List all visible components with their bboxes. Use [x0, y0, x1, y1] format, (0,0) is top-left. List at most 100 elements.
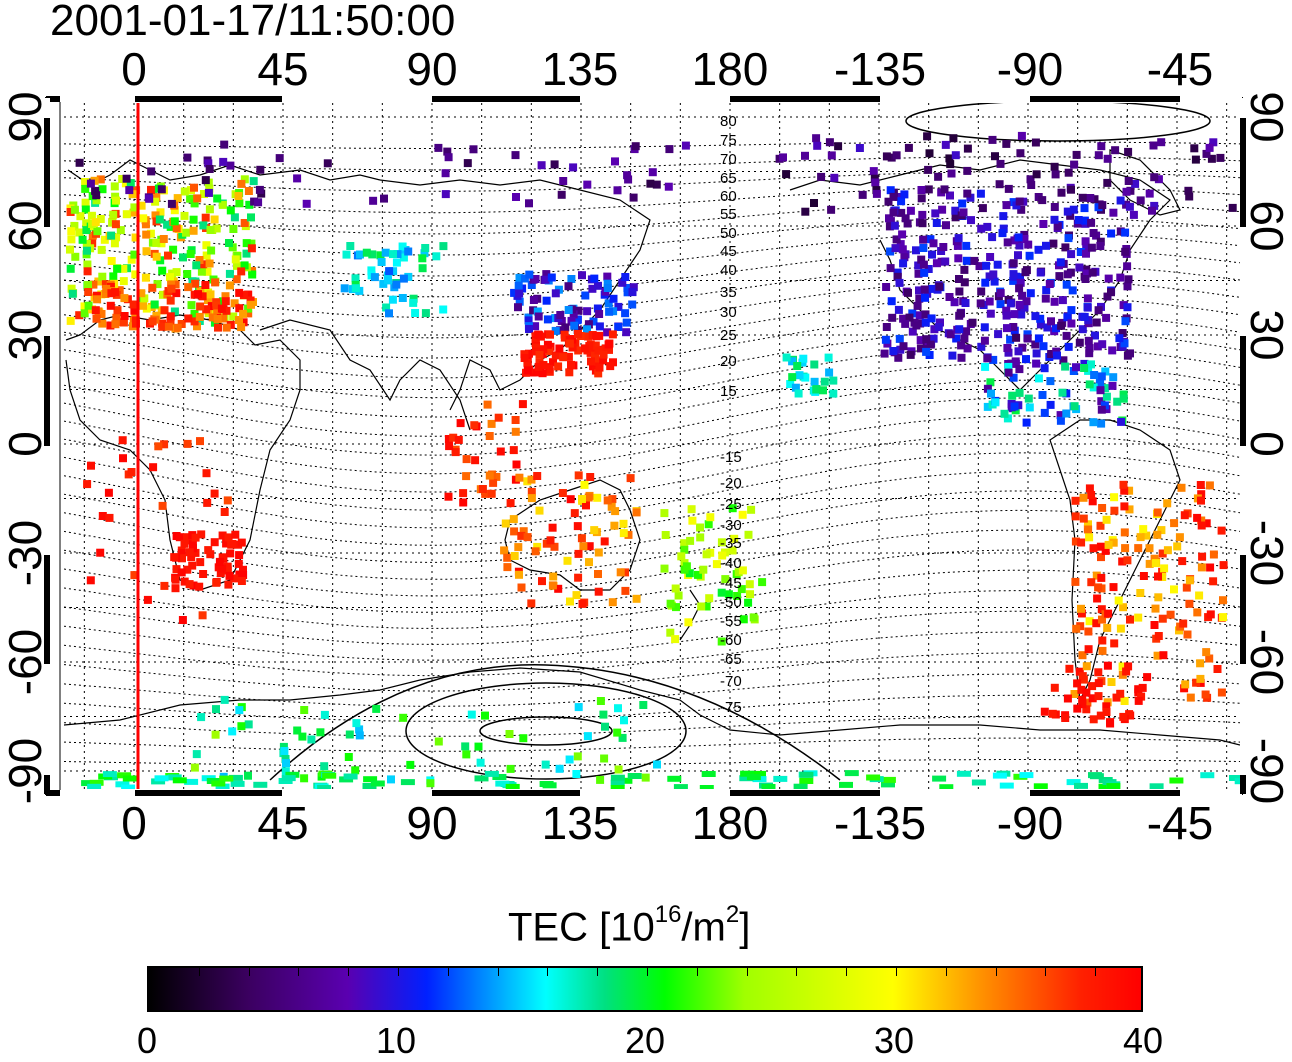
tec-point: [197, 713, 206, 722]
tec-point: [996, 300, 1005, 309]
tec-point: [613, 186, 622, 195]
tec-point: [191, 279, 200, 288]
tec-point: [198, 292, 207, 301]
tec-point: [958, 199, 967, 208]
tec-point: [461, 742, 470, 751]
tec-point: [109, 210, 118, 219]
tec-point: [151, 211, 160, 220]
tec-point: [82, 226, 91, 235]
tec-point: [196, 558, 205, 567]
tec-point: [1003, 324, 1011, 333]
tec-point: [141, 273, 150, 282]
tec-point: [1078, 325, 1087, 334]
tec-point: [409, 294, 418, 303]
tec-point: [941, 140, 950, 149]
tec-point: [680, 545, 689, 554]
tec-point: [1026, 175, 1035, 184]
tec-point: [1088, 268, 1097, 277]
tec-point: [574, 346, 583, 355]
tec-point: [485, 432, 494, 440]
tec-point: [1036, 314, 1045, 323]
tec-point: [160, 581, 169, 590]
tec-point: [696, 523, 704, 532]
tec-point: [652, 180, 661, 189]
tec-point: [200, 190, 208, 198]
top-axis-tick: 180: [691, 43, 769, 95]
tec-point: [583, 325, 591, 334]
tec-point: [534, 312, 543, 321]
tec-point: [239, 565, 247, 574]
tec-point: [621, 586, 630, 595]
tec-point: [223, 496, 232, 505]
tec-point: [959, 208, 968, 217]
tec-point: [1081, 237, 1090, 246]
colorbar-minor-tick: [696, 968, 698, 976]
tec-point: [1097, 553, 1105, 562]
tec-point: [166, 316, 175, 325]
tec-point: [1178, 557, 1187, 566]
tec-point: [189, 226, 198, 235]
tec-point: [1151, 559, 1160, 568]
tec-point: [1153, 651, 1162, 660]
tec-point: [989, 270, 998, 279]
tec-point: [903, 219, 912, 228]
tec-point: [1217, 688, 1226, 697]
tec-point: [949, 134, 958, 143]
tec-point: [793, 362, 802, 370]
tec-point: [957, 353, 966, 362]
tec-point: [1088, 497, 1097, 506]
tec-point: [112, 313, 121, 322]
tec-point: [584, 493, 593, 502]
tec-point: [1078, 700, 1087, 709]
tec-point: [203, 498, 212, 507]
tec-point: [98, 319, 107, 328]
tec-point: [150, 300, 159, 309]
tec-point: [154, 442, 163, 451]
tec-point: [197, 530, 206, 539]
tec-point: [97, 290, 106, 299]
tec-point: [1034, 334, 1043, 343]
tec-point: [242, 249, 251, 258]
tec-point: [367, 266, 376, 275]
tec-point: [604, 299, 613, 308]
tec-point: [185, 548, 194, 557]
tec-point: [599, 356, 608, 365]
tec-point: [1047, 317, 1055, 326]
tec-point: [1062, 331, 1071, 340]
tec-point: [977, 342, 986, 351]
tec-point: [279, 742, 288, 751]
tec-point: [1149, 141, 1158, 150]
tec-point: [1185, 599, 1194, 608]
tec-point: [514, 303, 522, 312]
tec-point: [1120, 697, 1129, 705]
tec-point: [1119, 394, 1128, 403]
tec-point: [1071, 577, 1080, 586]
contour-label: 35: [720, 284, 737, 301]
tec-point: [510, 552, 519, 560]
tec-point: [589, 317, 598, 326]
tec-point: [201, 281, 210, 289]
tec-point: [201, 213, 210, 222]
colorbar-minor-tick: [547, 968, 549, 976]
tec-point: [717, 588, 726, 597]
tec-point: [152, 238, 161, 247]
tec-point: [605, 307, 614, 316]
tec-point: [1064, 342, 1073, 351]
tec-point: [153, 280, 162, 289]
tec-point: [322, 772, 337, 779]
tec-point: [96, 175, 105, 184]
tec-point: [603, 272, 612, 281]
tec-point: [170, 553, 179, 562]
tec-point: [1150, 621, 1159, 629]
tec-point: [1123, 282, 1132, 291]
tec-point: [542, 270, 551, 279]
tec-point: [1190, 144, 1199, 153]
tec-point: [1084, 627, 1093, 636]
tec-point: [362, 248, 371, 257]
tec-point: [1065, 664, 1074, 673]
tec-point: [127, 255, 136, 264]
tec-point: [98, 185, 107, 194]
tec-point: [1096, 386, 1105, 395]
tec-point: [539, 361, 548, 369]
tec-point: [912, 246, 920, 255]
